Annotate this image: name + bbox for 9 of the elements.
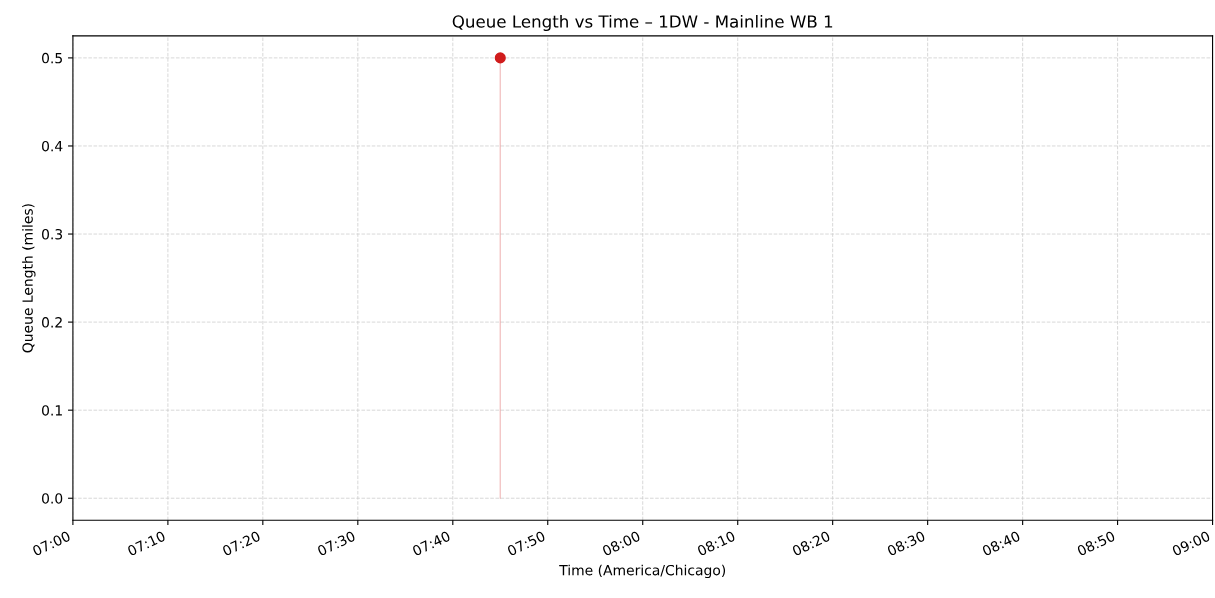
x-axis-title: Time (America/Chicago): [559, 564, 726, 579]
y-tick-label: 0.4: [42, 140, 63, 152]
chart-title: Queue Length vs Time – 1DW - Mainline WB 1: [452, 14, 833, 32]
y-tick-label: 0.3: [42, 229, 63, 240]
y-tick-label: 0.2: [42, 317, 62, 328]
y-tick-label: 0.0: [42, 493, 63, 504]
y-tick-label: 0.1: [42, 405, 62, 416]
y-axis-title: Queue Length (miles): [22, 204, 36, 353]
y-tick-label: 0.5: [42, 52, 62, 64]
